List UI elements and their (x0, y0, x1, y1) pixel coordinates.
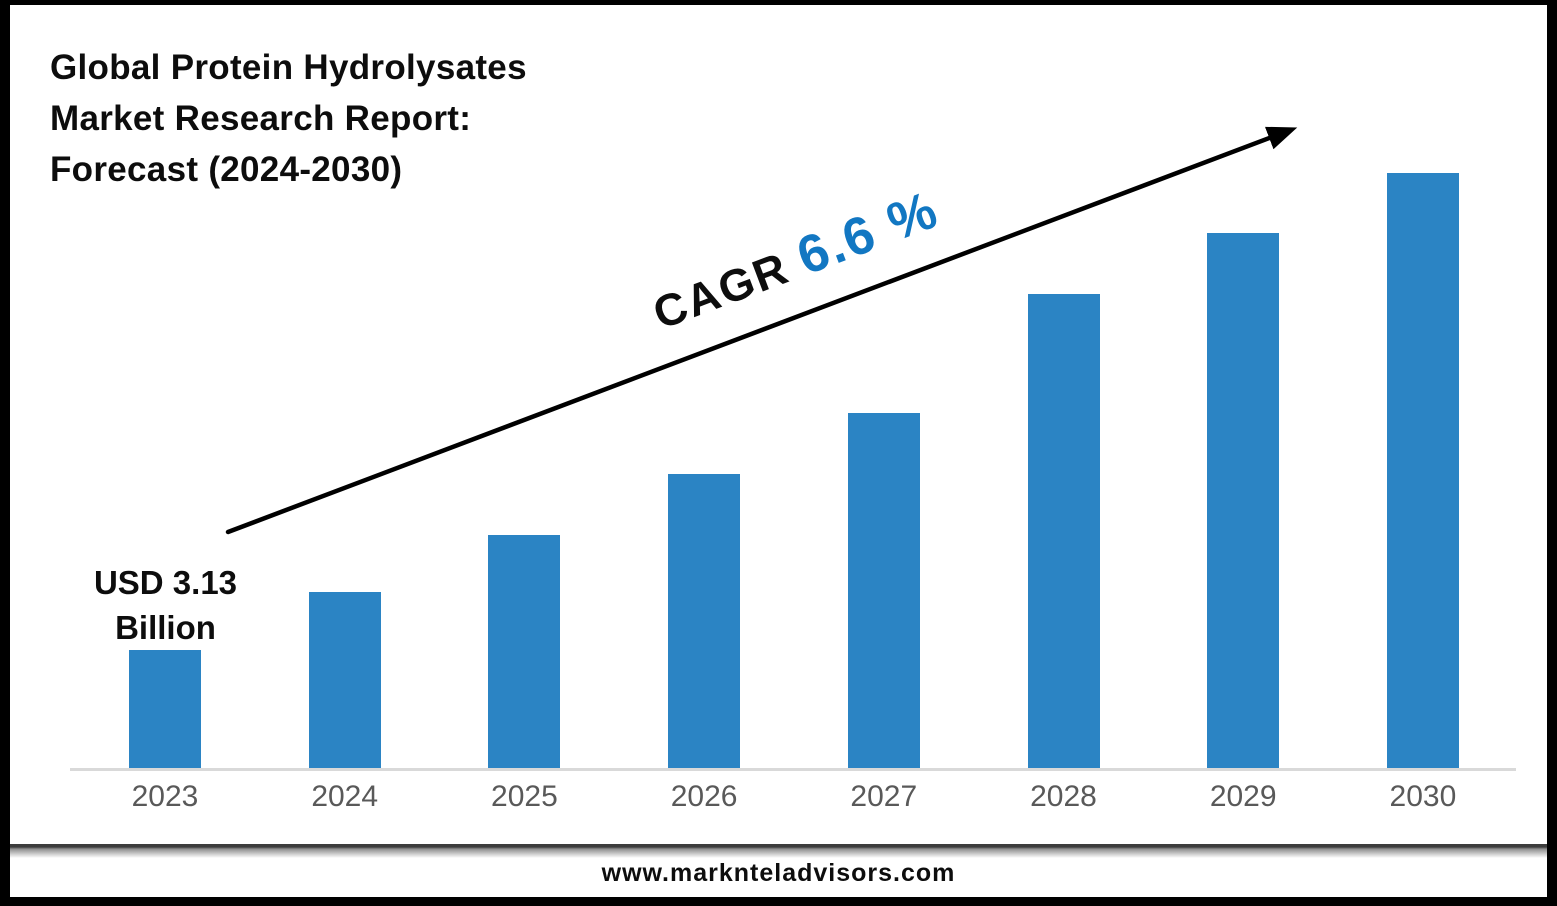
chart-title-line-1: Global Protein Hydrolysates (50, 48, 527, 87)
bar-2028 (1027, 294, 1100, 770)
bar-2029 (1207, 233, 1280, 770)
x-axis-label-2024: 2024 (311, 780, 379, 813)
value-annotation-2023: USD 3.13 Billion (68, 560, 263, 650)
x-axis-label-2027: 2027 (850, 780, 918, 813)
chart-title-line-3: Forecast (2024-2030) (50, 150, 403, 189)
trend-arrow-line (225, 126, 1298, 535)
x-axis-label-2026: 2026 (670, 780, 738, 813)
frame-border-bottom (0, 897, 1557, 906)
value-annotation-line-2: Billion (115, 609, 216, 646)
footer-divider (10, 844, 1547, 859)
bar-2027 (847, 413, 920, 770)
x-axis-label-2023: 2023 (131, 780, 199, 813)
bar-2030 (1386, 173, 1459, 770)
x-axis-label-2025: 2025 (491, 780, 558, 813)
frame-border-top (0, 0, 1557, 5)
x-axis-line (70, 768, 1516, 771)
value-annotation-line-1: USD 3.13 (93, 564, 238, 601)
bar-2025 (488, 535, 561, 770)
chart-title-line-2: Market Research Report: (50, 99, 472, 138)
frame-border-right (1547, 0, 1557, 906)
bar-2024 (308, 592, 381, 770)
website-url: www.marknteladvisors.com (601, 859, 956, 887)
cagr-label-text: CAGR (646, 236, 810, 340)
x-axis-label-2030: 2030 (1389, 780, 1457, 813)
cagr-value: 6.6 % (789, 180, 947, 287)
frame-border-left (0, 0, 10, 906)
cagr-label: CAGR 6.6 % (644, 179, 947, 342)
bar-2023 (129, 650, 201, 770)
bar-2026 (668, 474, 741, 770)
x-axis-label-2028: 2028 (1030, 780, 1097, 813)
x-axis-label-2029: 2029 (1209, 780, 1277, 813)
chart-title: Global Protein Hydrolysates Market Resea… (50, 42, 527, 195)
